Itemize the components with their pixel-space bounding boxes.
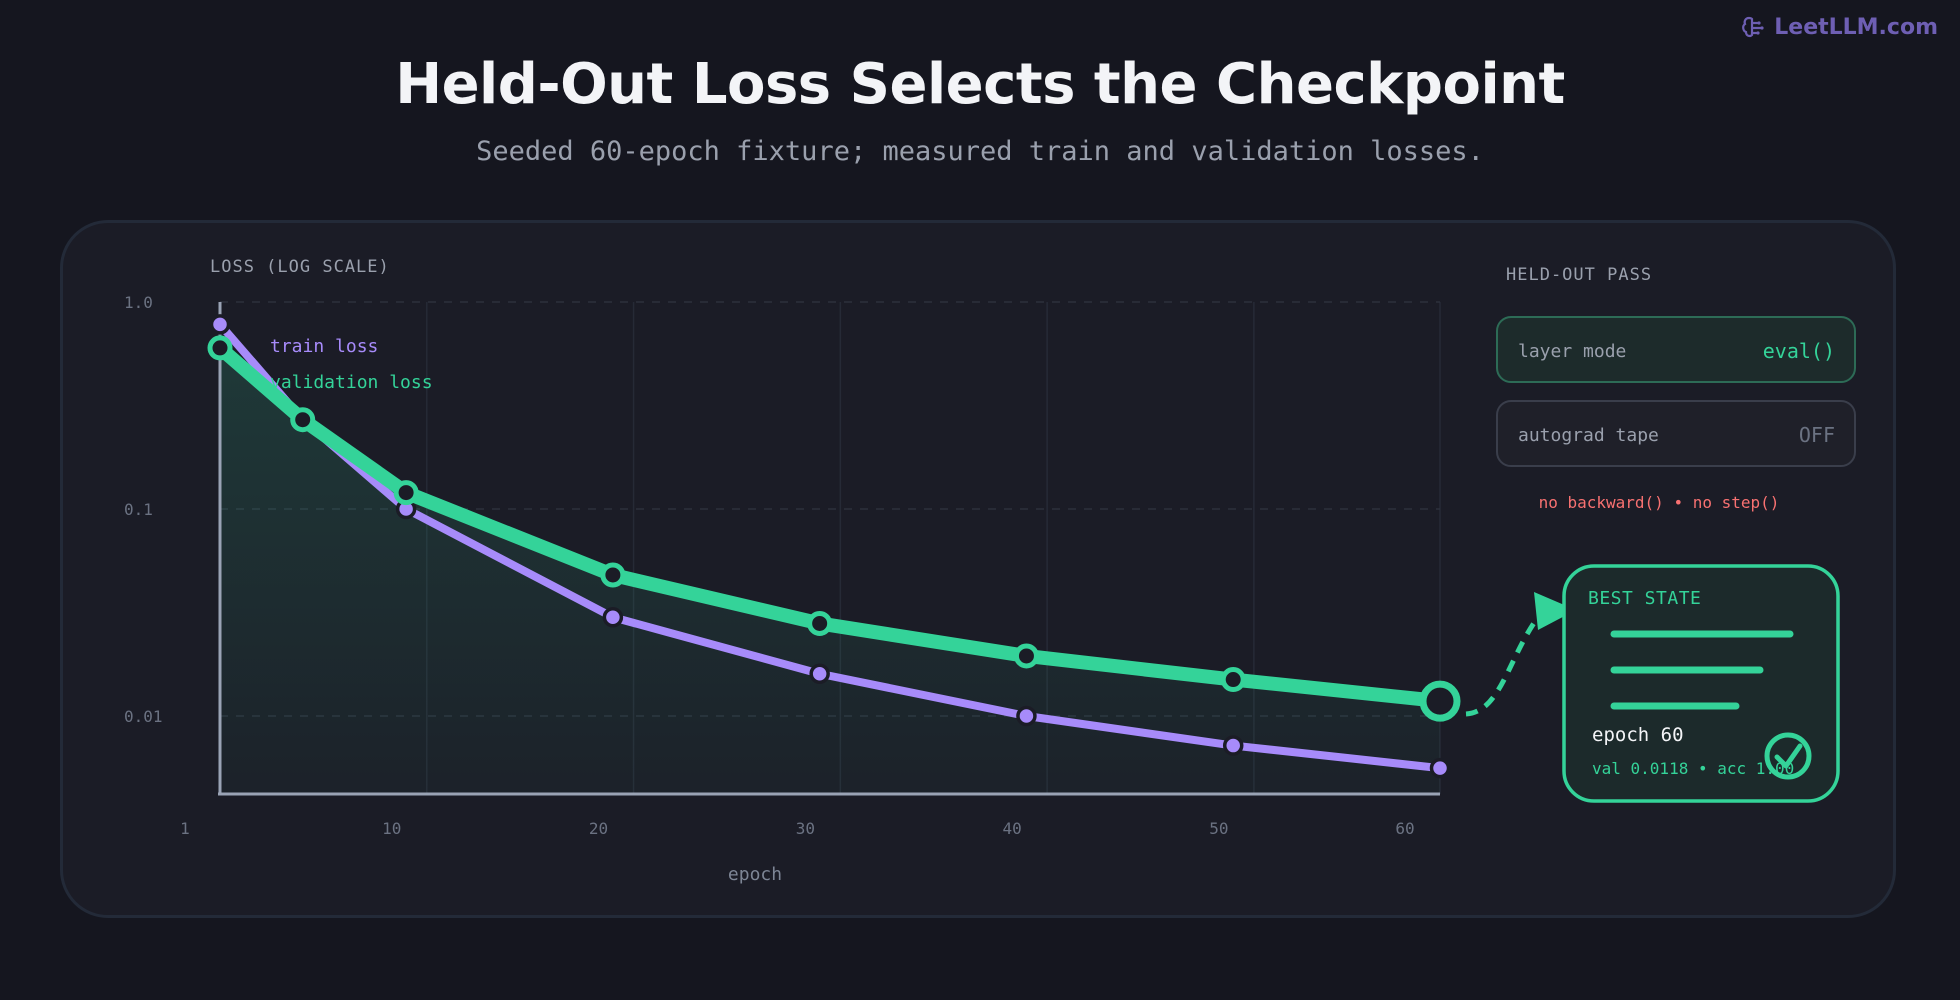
validation-point [207, 335, 233, 361]
chart-legend: train loss validation loss [270, 336, 433, 393]
best-state-card: BEST STATE epoch 60 val 0.0118 • acc 1.0… [1562, 564, 1840, 803]
train-point [1429, 757, 1451, 779]
train-point [1016, 705, 1037, 727]
best-state-title: BEST STATE [1588, 588, 1701, 609]
validation-point [1013, 643, 1039, 669]
y-tick-label: 0.1 [124, 500, 153, 519]
page-title: Held-Out Loss Selects the Checkpoint [395, 52, 1565, 117]
y-axis-label: LOSS (LOG SCALE) [210, 257, 390, 277]
train-point [602, 606, 624, 628]
layer-mode-row: layer mode eval() [1496, 316, 1856, 383]
connector-arrowhead [1534, 592, 1576, 630]
x-tick-label: 40 [1002, 819, 1021, 838]
legend-entry: train loss [270, 336, 378, 357]
autograd-label: autograd tape [1518, 425, 1659, 446]
x-axis-label: epoch [728, 864, 782, 885]
validation-point [393, 480, 419, 506]
x-tick-label: 10 [382, 819, 401, 838]
train-point [209, 314, 231, 335]
checkpoint-connector [1465, 618, 1539, 717]
x-tick-label: 1 [180, 819, 190, 838]
layer-mode-label: layer mode [1518, 341, 1626, 362]
y-tick-label: 0.01 [124, 707, 163, 726]
x-tick-label: 20 [589, 819, 608, 838]
train-point [1222, 735, 1244, 756]
validation-point [807, 610, 833, 636]
validation-point [290, 407, 316, 433]
validation-loss-line [213, 340, 1447, 709]
validation-point [600, 562, 626, 588]
y-tick-label: 1.0 [124, 293, 153, 312]
best-checkpoint-marker [1419, 680, 1461, 722]
held-out-title: HELD-OUT PASS [1506, 265, 1652, 285]
train-point [809, 663, 830, 685]
autograd-row: autograd tape OFF [1496, 400, 1856, 467]
brand-name: LeetLLM.com [1774, 14, 1938, 40]
validation-loss-series [207, 335, 1461, 722]
page-subtitle: Seeded 60-epoch fixture; measured train … [476, 136, 1484, 167]
validation-area-fill [220, 347, 1440, 794]
brand-logo[interactable]: LeetLLM.com [1740, 14, 1938, 40]
layer-mode-value: eval() [1763, 339, 1835, 363]
best-state-metrics: val 0.0118 • acc 1.00 [1592, 759, 1794, 778]
best-state-epoch: epoch 60 [1592, 724, 1684, 746]
check-circle-icon [1764, 732, 1812, 780]
x-tick-label: 30 [796, 819, 815, 838]
brain-icon [1742, 16, 1764, 38]
legend-entry: validation loss [270, 372, 433, 393]
autograd-value: OFF [1799, 423, 1835, 447]
held-out-note: no backward() • no step() [1539, 493, 1780, 512]
x-tick-label: 50 [1209, 819, 1228, 838]
validation-point [1220, 667, 1246, 693]
x-tick-label: 60 [1395, 819, 1414, 838]
